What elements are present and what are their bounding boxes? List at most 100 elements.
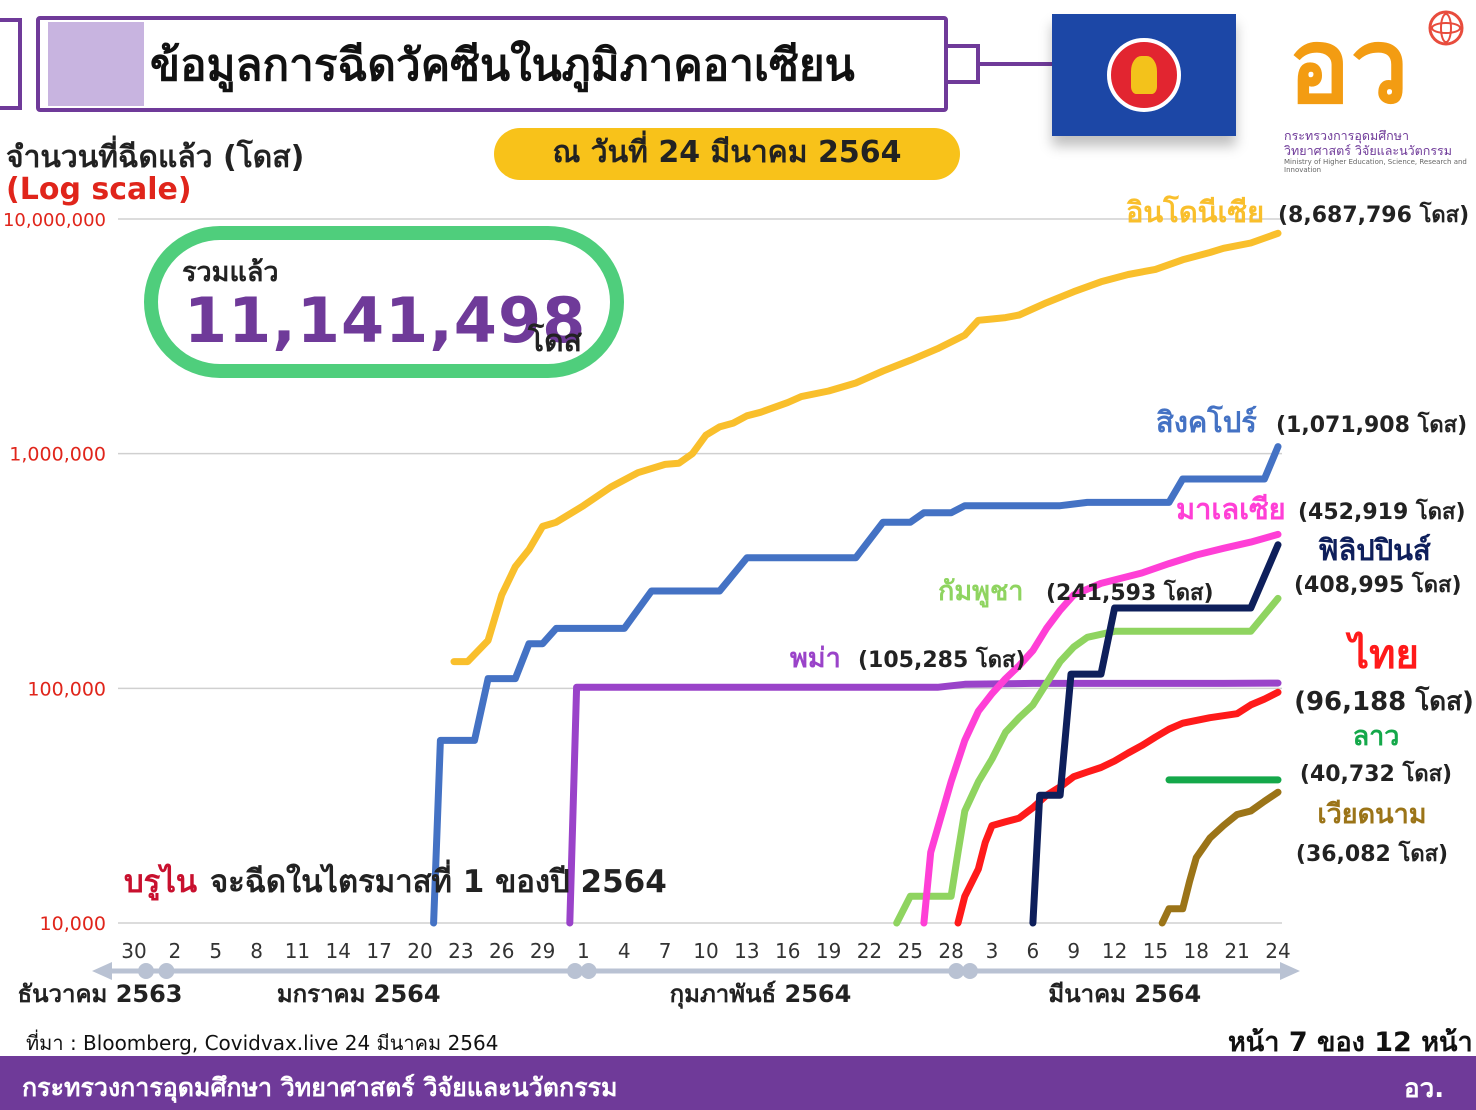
series-label-7: ลาว <box>1353 721 1400 752</box>
month-label: ธันวาคม 2563 <box>17 980 182 1008</box>
series-line-5 <box>566 679 1282 927</box>
page-title: ข้อมูลการฉีดวัคซีนในภูมิภาคอาเซียน <box>150 40 855 91</box>
series-label-6: ไทย <box>1345 631 1419 678</box>
x-tick-label: 20 <box>407 939 432 963</box>
series-value-label-5: (105,285 โดส) <box>858 646 1026 673</box>
series-label-4: กัมพูชา <box>938 576 1023 608</box>
series-value-label-6: (96,188 โดส) <box>1294 685 1474 717</box>
x-tick-label: 15 <box>1143 939 1168 963</box>
x-tick-label: 19 <box>816 939 841 963</box>
x-tick-label: 23 <box>448 939 473 963</box>
x-tick-label: 16 <box>775 939 800 963</box>
series-line-0 <box>450 229 1282 666</box>
x-tick-label: 24 <box>1265 939 1290 963</box>
x-tick-label: 28 <box>938 939 963 963</box>
y-axis-title: จำนวนที่ฉีดแล้ว (โดส) <box>6 140 305 175</box>
x-tick-label: 1 <box>577 939 590 963</box>
syringe-plunger <box>0 18 22 110</box>
series-value-label-1: (1,071,908 โดส) <box>1276 411 1467 438</box>
y-tick-label: 10,000 <box>40 913 106 935</box>
footer-org-abbrev: อว. <box>1404 1074 1445 1104</box>
series-line-8 <box>1158 788 1282 927</box>
series-line-4 <box>893 594 1282 927</box>
x-tick-label: 13 <box>734 939 759 963</box>
x-tick-label: 18 <box>1184 939 1209 963</box>
series-line-6 <box>954 688 1282 927</box>
series-line-1 <box>430 443 1282 927</box>
brunei-note: จะฉีดในไตรมาสที่ 1 ของปี 2564 <box>210 859 667 900</box>
timeline-month-divider <box>961 963 978 979</box>
ministry-name: กระทรวงการอุดมศึกษา วิทยาศาสตร์ วิจัยและ… <box>1284 128 1474 158</box>
source-note: ที่มา : Bloomberg, Covidvax.live 24 มีนา… <box>26 1031 499 1055</box>
series-value-label-3: (408,995 โดส) <box>1294 571 1462 598</box>
timeline-month-divider <box>948 963 965 979</box>
x-tick-label: 17 <box>366 939 391 963</box>
brunei-label: บรูไน <box>124 863 197 901</box>
month-label: มกราคม 2564 <box>277 980 441 1008</box>
y-tick-label: 1,000,000 <box>9 444 106 466</box>
footer-ministry-name: กระทรวงการอุดมศึกษา วิทยาศาสตร์ วิจัยและ… <box>22 1073 618 1102</box>
series-label-3: ฟิลิปปินส์ <box>1318 533 1431 567</box>
x-tick-label: 21 <box>1224 939 1249 963</box>
total-value: 11,141,498 <box>184 284 587 357</box>
timeline-month-divider <box>567 963 583 979</box>
log-scale-note: (Log scale) <box>6 172 192 207</box>
x-tick-label: 10 <box>693 939 718 963</box>
series-value-label-2: (452,919 โดส) <box>1298 498 1466 525</box>
x-tick-label: 11 <box>285 939 310 963</box>
series-value-label-7: (40,732 โดส) <box>1300 760 1452 787</box>
timeline-month-divider <box>580 963 597 979</box>
ministry-name-english: Ministry of Higher Education, Science, R… <box>1284 158 1467 174</box>
syringe-barrel <box>36 16 948 112</box>
series-label-5: พม่า <box>790 643 841 674</box>
x-tick-label: 30 <box>121 939 146 963</box>
series-label-2: มาเลเซีย <box>1176 492 1286 526</box>
atom-icon <box>1428 10 1464 46</box>
total-doses-card <box>144 226 624 378</box>
series-label-1: สิงคโปร์ <box>1156 404 1257 439</box>
x-tick-label: 29 <box>530 939 555 963</box>
y-tick-label: 100,000 <box>27 678 106 700</box>
timeline-arrow-left-icon <box>92 962 112 980</box>
x-tick-label: 8 <box>250 939 263 963</box>
page-number: หน้า 7 ของ 12 หน้า <box>1228 1027 1473 1058</box>
syringe-needle <box>980 62 1052 66</box>
series-label-8: เวียดนาม <box>1317 799 1426 830</box>
syringe-tip <box>948 44 980 84</box>
series-value-label-4: (241,593 โดส) <box>1046 579 1214 606</box>
x-tick-label: 9 <box>1067 939 1080 963</box>
x-tick-label: 22 <box>857 939 882 963</box>
date-badge: ณ วันที่ 24 มีนาคม 2564 <box>494 128 960 180</box>
x-tick-label: 4 <box>618 939 631 963</box>
series-line-2 <box>920 530 1282 927</box>
x-tick-label: 14 <box>326 939 351 963</box>
footer-bar <box>0 1056 1476 1110</box>
flag-emblem-icon <box>1107 38 1181 112</box>
x-tick-label: 6 <box>1026 939 1039 963</box>
series-label-0: อินโดนีเซีย <box>1126 194 1264 229</box>
total-unit: โดส <box>528 324 582 359</box>
y-tick-label: 10,000,000 <box>3 210 106 231</box>
total-label: รวมแล้ว <box>182 257 279 288</box>
month-label: มีนาคม 2564 <box>1048 980 1201 1008</box>
timeline-month-divider <box>158 963 175 979</box>
syringe-fill <box>48 22 144 106</box>
x-tick-label: 25 <box>898 939 923 963</box>
series-line-3 <box>1029 541 1282 927</box>
x-tick-label: 7 <box>659 939 672 963</box>
ministry-name-line-1: กระทรวงการอุดมศึกษา <box>1284 128 1409 143</box>
x-tick-label: 12 <box>1102 939 1127 963</box>
series-value-label-0: (8,687,796 โดส) <box>1278 201 1469 228</box>
x-tick-label: 5 <box>209 939 222 963</box>
ministry-logo-icon: อว <box>1288 5 1464 114</box>
series-value-label-8: (36,082 โดส) <box>1296 840 1448 867</box>
timeline-month-divider <box>138 963 154 979</box>
x-tick-label: 2 <box>168 939 181 963</box>
ministry-name-line-2: วิทยาศาสตร์ วิจัยและนวัตกรรม <box>1284 143 1453 158</box>
timeline-arrow-right-icon <box>1280 962 1300 980</box>
rice-sheaf-icon <box>1131 56 1157 94</box>
logo-mark: อว <box>1288 5 1409 114</box>
x-tick-label: 3 <box>986 939 999 963</box>
x-tick-label: 26 <box>489 939 514 963</box>
